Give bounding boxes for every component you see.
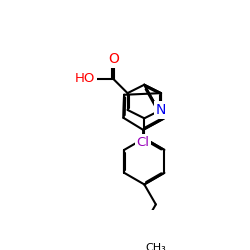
Text: HO: HO (75, 72, 95, 85)
Text: N: N (156, 103, 166, 117)
Text: CH₃: CH₃ (146, 243, 166, 250)
Text: O: O (108, 52, 119, 66)
Text: Cl: Cl (137, 136, 150, 149)
